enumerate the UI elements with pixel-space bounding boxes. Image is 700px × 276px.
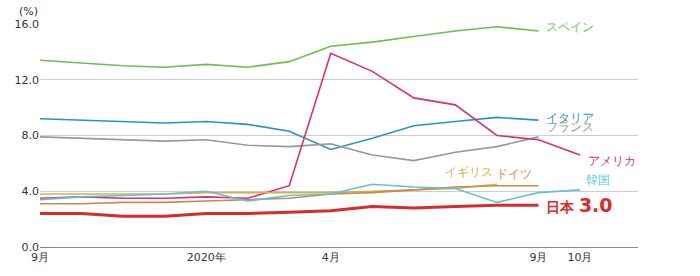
svg-text:2020年: 2020年 <box>187 251 226 264</box>
svg-text:イギリス: イギリス <box>445 165 493 179</box>
svg-text:9月: 9月 <box>31 251 49 264</box>
svg-text:(%): (%) <box>19 5 38 18</box>
svg-text:フランス: フランス <box>546 120 594 134</box>
svg-text:8.0: 8.0 <box>22 129 40 142</box>
svg-text:アメリカ: アメリカ <box>588 154 636 168</box>
svg-text:9月: 9月 <box>529 251 547 264</box>
svg-text:イタリア: イタリア <box>546 111 594 125</box>
svg-text:ドイツ: ドイツ <box>496 167 532 181</box>
svg-text:16.0: 16.0 <box>15 18 40 31</box>
svg-text:スペイン: スペイン <box>546 20 594 34</box>
svg-text:0.0: 0.0 <box>22 241 40 254</box>
svg-text:4.0: 4.0 <box>22 185 40 198</box>
svg-text:12.0: 12.0 <box>15 74 40 87</box>
svg-text:4月: 4月 <box>322 251 340 264</box>
svg-text:10月: 10月 <box>568 251 593 264</box>
svg-text:韓国: 韓国 <box>586 173 610 187</box>
svg-text:日本 3.0: 日本 3.0 <box>546 194 613 216</box>
